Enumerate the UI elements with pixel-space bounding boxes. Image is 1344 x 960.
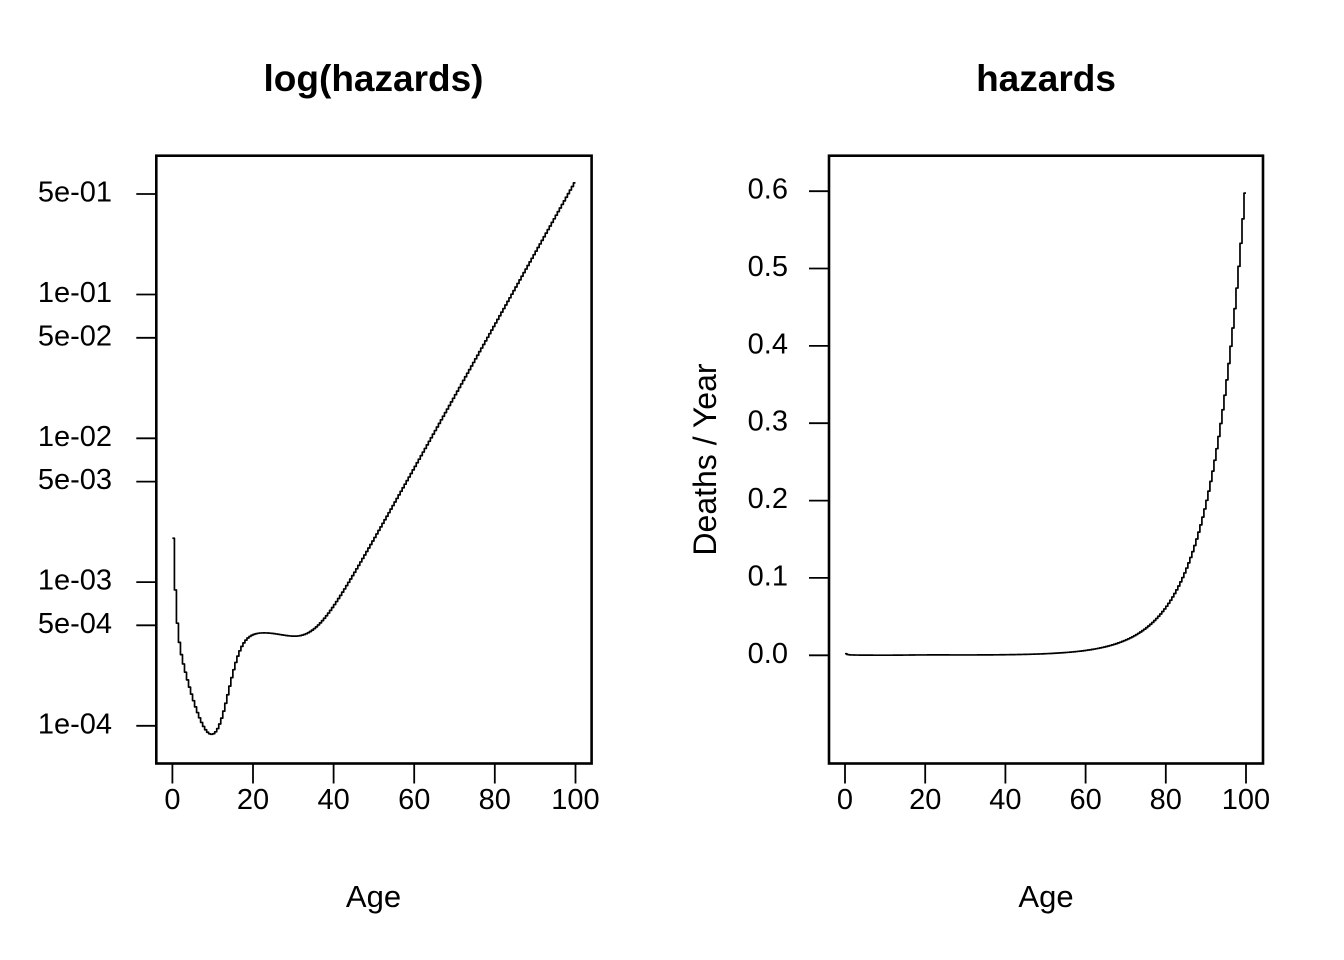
svg-text:5e-04: 5e-04 [38,608,112,640]
svg-text:0.6: 0.6 [748,174,788,206]
svg-text:1e-03: 1e-03 [38,565,112,597]
svg-text:0.2: 0.2 [748,483,788,515]
svg-text:0.0: 0.0 [748,638,788,670]
svg-text:1e-04: 1e-04 [38,708,112,740]
svg-text:Age: Age [1018,879,1073,914]
svg-text:20: 20 [909,784,941,816]
svg-text:5e-01: 5e-01 [38,177,112,209]
svg-text:1e-02: 1e-02 [38,421,112,453]
svg-text:Deaths / Year: Deaths / Year [687,363,723,555]
svg-text:Age: Age [346,879,401,914]
svg-text:5e-02: 5e-02 [38,320,112,352]
svg-text:80: 80 [1150,784,1182,816]
svg-text:0.4: 0.4 [748,328,788,360]
svg-text:60: 60 [1069,784,1101,816]
svg-text:0.3: 0.3 [748,406,788,438]
svg-text:0.1: 0.1 [748,560,788,592]
svg-text:0: 0 [164,784,180,816]
svg-text:100: 100 [551,784,599,816]
svg-text:hazards: hazards [976,58,1116,99]
svg-text:1e-01: 1e-01 [38,277,112,309]
svg-text:0.5: 0.5 [748,251,788,283]
svg-text:100: 100 [1222,784,1270,816]
svg-text:60: 60 [398,784,430,816]
svg-text:log(hazards): log(hazards) [264,58,484,99]
svg-text:0: 0 [837,784,853,816]
svg-text:40: 40 [989,784,1021,816]
svg-text:40: 40 [317,784,349,816]
svg-text:5e-03: 5e-03 [38,464,112,496]
svg-text:80: 80 [479,784,511,816]
svg-text:20: 20 [237,784,269,816]
